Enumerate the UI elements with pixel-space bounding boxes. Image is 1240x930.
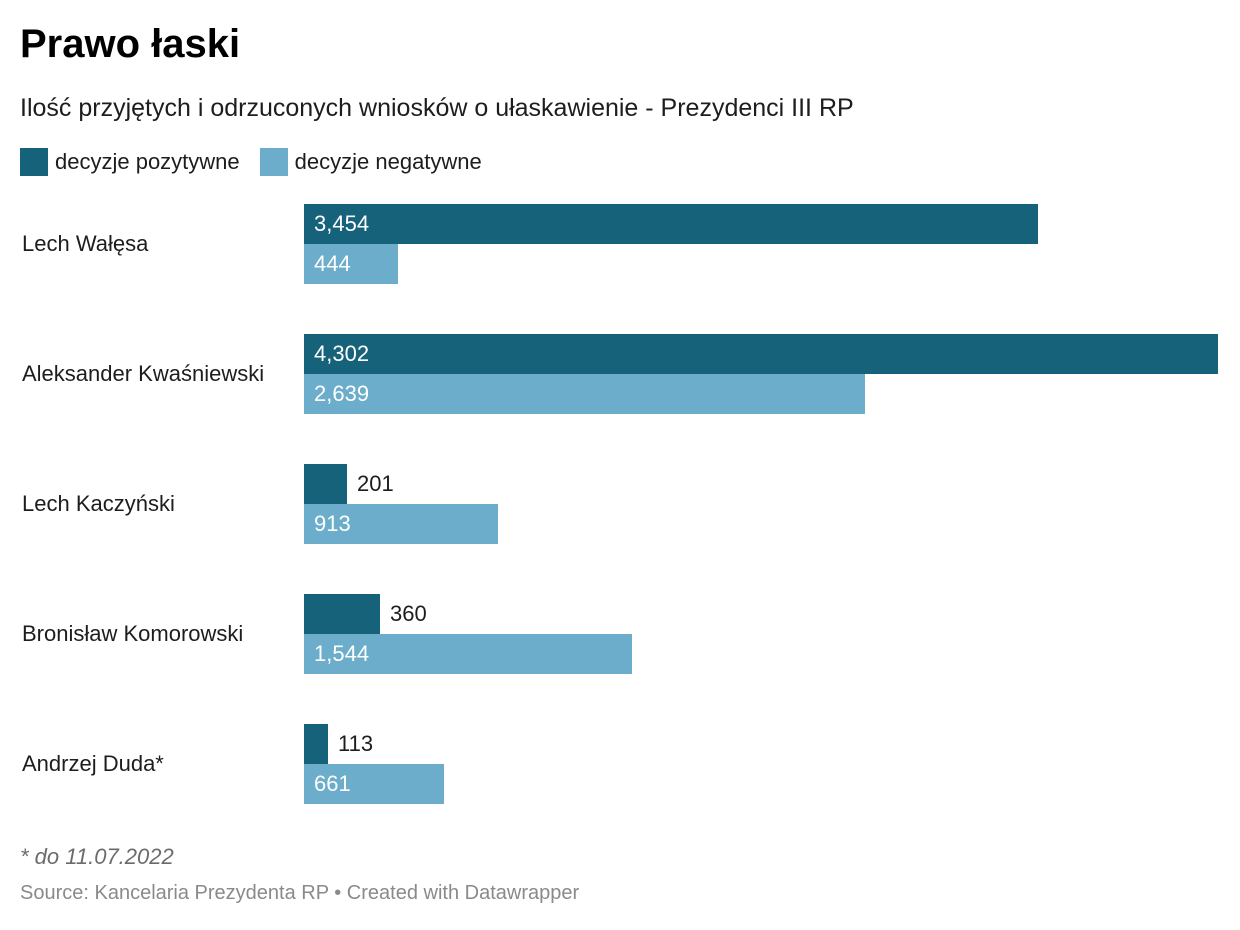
bar-positive [304, 464, 347, 504]
category-label: Andrzej Duda* [22, 751, 164, 776]
value-label-negative: 913 [314, 511, 351, 536]
category-label: Lech Wałęsa [22, 231, 149, 256]
value-label-negative: 1,544 [314, 641, 370, 666]
value-label-positive: 113 [338, 731, 374, 756]
bar-negative [304, 374, 865, 414]
legend-label-negative: decyzje negatywne [294, 149, 482, 174]
legend-swatch-negative [259, 148, 288, 176]
bar-positive [304, 724, 328, 764]
bar-positive [304, 594, 380, 634]
category-label: Aleksander Kwaśniewski [22, 361, 265, 386]
legend-swatch-positive [20, 148, 48, 176]
value-label-negative: 444 [314, 251, 351, 276]
chart-title: Prawo łaski [20, 22, 241, 66]
value-label-negative: 2,639 [314, 381, 370, 406]
legend-label-positive: decyzje pozytywne [55, 149, 240, 174]
source-line: Source: Kancelaria Prezydenta RP • Creat… [20, 882, 580, 904]
legend: decyzje pozytywne decyzje negatywne [20, 148, 502, 176]
bar-negative [304, 764, 444, 804]
value-label-positive: 201 [357, 471, 394, 496]
legend-item-positive: decyzje pozytywne [20, 148, 240, 176]
value-label-positive: 360 [390, 601, 427, 626]
value-label-negative: 661 [314, 771, 351, 796]
bar-negative [304, 634, 632, 674]
bar-negative [304, 244, 398, 284]
bar-positive [304, 204, 1038, 244]
category-label: Bronisław Komorowski [22, 621, 244, 646]
chart-subtitle: Ilość przyjętych i odrzuconych wniosków … [20, 94, 854, 122]
value-label-positive: 4,302 [314, 341, 370, 366]
bar-negative [304, 504, 498, 544]
footnote: * do 11.07.2022 [20, 844, 174, 869]
legend-item-negative: decyzje negatywne [259, 148, 482, 176]
bar-positive [304, 334, 1218, 374]
value-label-positive: 3,454 [314, 211, 370, 236]
category-label: Lech Kaczyński [22, 491, 175, 516]
